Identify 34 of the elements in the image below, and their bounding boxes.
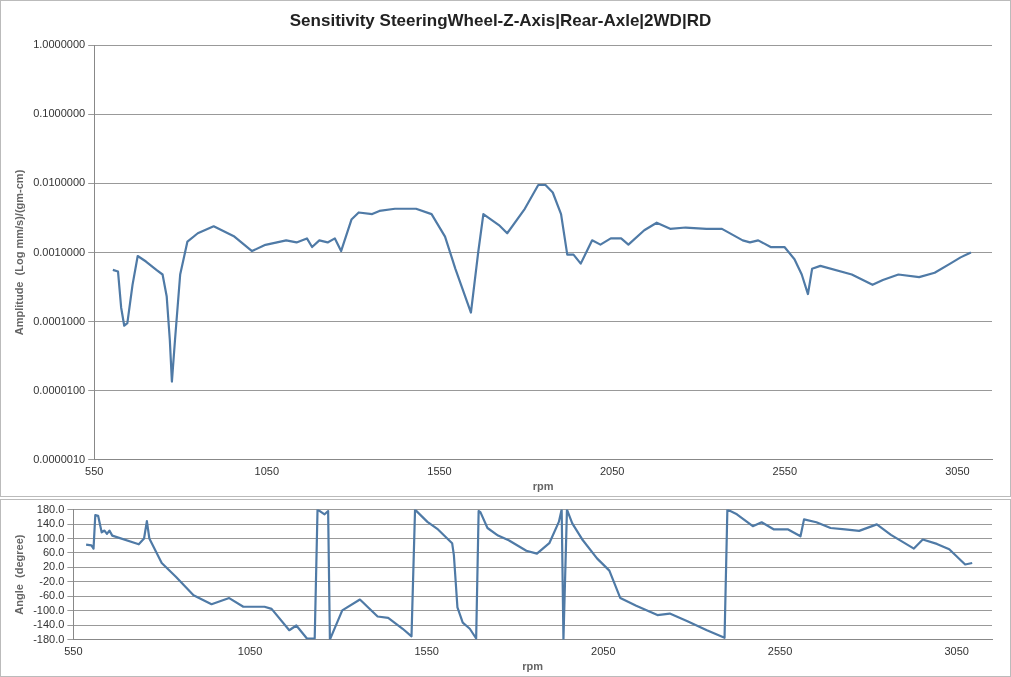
x-tick-label: 3050 [944, 645, 969, 658]
x-tick-label: 3050 [945, 465, 970, 478]
y-tick-label: 0.0100000 [33, 176, 86, 189]
y-tick-label: 100.0 [36, 531, 65, 544]
y-tick-label: -20.0 [39, 574, 65, 587]
x-tick-label: 550 [85, 465, 104, 478]
x-tick-label: 1550 [414, 645, 439, 658]
x-tick-label: 1050 [254, 465, 280, 478]
y-tick-label: -100.0 [33, 603, 65, 616]
y-tick-label: 0.1000000 [33, 107, 86, 120]
x-tick-label: 2550 [767, 645, 793, 658]
y-tick-label: -140.0 [33, 618, 65, 631]
x-tick-label: 1550 [427, 465, 452, 478]
x-axis-title: rpm [522, 660, 544, 673]
y-tick-label: 20.0 [42, 560, 65, 573]
x-tick-label: 550 [64, 645, 83, 658]
y-tick-label: -180.0 [33, 632, 65, 645]
chart-title: Sensitivity SteeringWheel-Z-Axis|Rear-Axle|2WD|RD [289, 10, 712, 30]
y-tick-label: 0.0001000 [33, 314, 86, 327]
y-tick-label: 60.0 [42, 545, 65, 558]
y-tick-label: 1.0000000 [33, 38, 86, 51]
y-tick-label: 140.0 [36, 517, 65, 530]
x-tick-label: 2050 [599, 465, 625, 478]
y-tick-label: 0.0010000 [33, 245, 86, 258]
y-axis-title: Amplitude (Log mm/s)/(gm-cm) [12, 169, 25, 336]
x-axis-title: rpm [532, 480, 554, 493]
y-tick-label: 0.0000100 [33, 383, 86, 396]
y-tick-label: -60.0 [39, 589, 65, 602]
y-tick-label: 180.0 [36, 502, 65, 515]
x-tick-label: 2550 [772, 465, 798, 478]
y-tick-label: 0.0000010 [33, 452, 86, 465]
y-axis-title: Angle (degree) [12, 534, 25, 615]
x-tick-label: 1050 [237, 645, 263, 658]
x-tick-label: 2050 [591, 645, 616, 658]
